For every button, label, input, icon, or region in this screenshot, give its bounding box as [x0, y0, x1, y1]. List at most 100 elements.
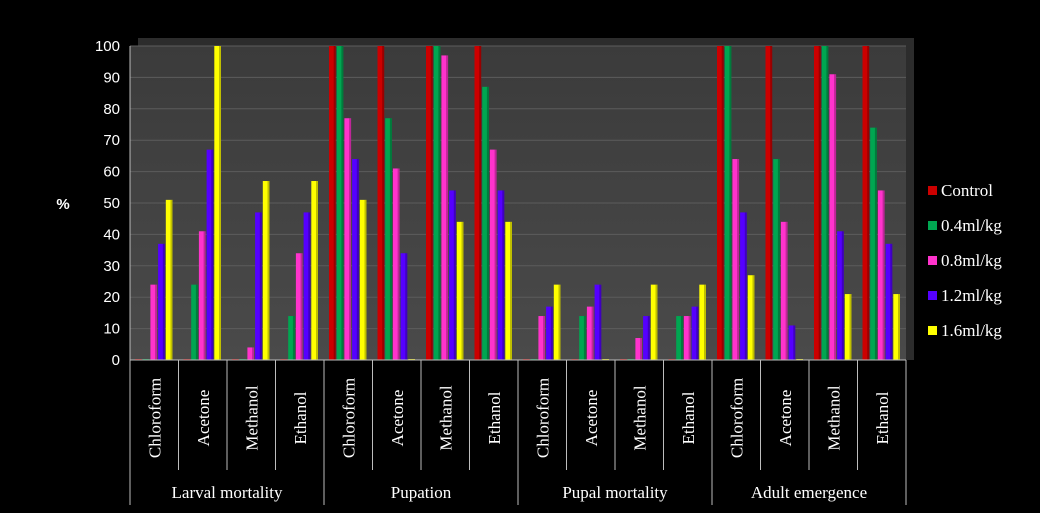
legend-label: 0.8ml/kg — [941, 251, 1002, 270]
bar-shade — [729, 46, 732, 360]
bar — [303, 212, 311, 360]
bar — [344, 118, 352, 360]
x-tick-label: Ethanol — [291, 391, 310, 444]
bar-shade — [308, 212, 311, 360]
bar-shade — [259, 212, 262, 360]
bar — [247, 347, 255, 360]
bar-shade — [382, 46, 385, 360]
bar-shade — [550, 306, 553, 360]
bar-shade — [162, 243, 165, 360]
bar-shade — [818, 46, 821, 360]
bar — [885, 243, 893, 360]
bar-shade — [364, 199, 367, 360]
bar — [359, 199, 367, 360]
x-tick-label: Acetone — [194, 390, 213, 447]
bar-shade — [195, 284, 198, 360]
legend-swatch — [928, 221, 937, 230]
legend-label: 1.2ml/kg — [941, 286, 1002, 305]
bar-shade — [647, 316, 650, 360]
bar-shade — [777, 159, 780, 360]
bar-shade — [583, 316, 586, 360]
bar — [877, 190, 885, 360]
bar-shade — [744, 212, 747, 360]
y-tick-label: 90 — [103, 69, 120, 86]
bar — [295, 253, 303, 360]
bar-shade — [267, 181, 270, 360]
bar-shade — [558, 284, 561, 360]
bar — [158, 243, 165, 360]
x-axis-categories: Chloroform Acetone Methanol Ethanol Chlorofo… — [129, 360, 907, 505]
bar-shade — [898, 294, 900, 360]
bar — [844, 294, 852, 360]
bar — [765, 46, 773, 360]
bar-shade — [341, 46, 344, 360]
x-tick-label: Chloroform — [145, 378, 164, 458]
bar-shade — [655, 284, 658, 360]
legend-swatch — [928, 291, 937, 300]
y-tick-label: 20 — [103, 289, 120, 306]
bar-shade — [599, 284, 602, 360]
bar — [740, 212, 747, 360]
bar — [837, 231, 844, 360]
bar-shade — [333, 46, 336, 360]
legend-swatch — [928, 186, 937, 195]
bar-shade — [696, 306, 699, 360]
bar — [893, 294, 900, 360]
bar — [732, 159, 740, 360]
x-tick-label: Chloroform — [339, 378, 358, 458]
group-label: Adult emergence — [751, 483, 867, 502]
y-tick-label: 30 — [103, 258, 120, 275]
bar-shade — [834, 74, 837, 360]
bar-shade — [211, 149, 214, 360]
bar — [870, 127, 877, 360]
bar-shade — [680, 316, 683, 360]
bar-shade — [155, 284, 158, 360]
bar-shade — [349, 118, 352, 360]
bar — [505, 221, 512, 360]
bar — [497, 190, 505, 360]
y-tick-labels: 0 10 20 30 40 50 60 70 80 90 100 — [95, 38, 120, 369]
bar-shade — [170, 199, 173, 360]
legend-label: 1.6ml/kg — [941, 321, 1002, 340]
y-tick-label: 60 — [103, 164, 120, 181]
group-label: Pupation — [391, 483, 452, 502]
bar — [214, 46, 221, 360]
bar — [198, 231, 206, 360]
bar-shade — [430, 46, 433, 360]
bar-shade — [841, 231, 844, 360]
bar — [650, 284, 658, 360]
bar — [821, 46, 829, 360]
bar-shade — [502, 190, 505, 360]
bar — [635, 338, 643, 360]
bar-shade — [849, 294, 852, 360]
legend-swatch — [928, 326, 937, 335]
y-axis-label: % — [56, 196, 69, 213]
y-tick-label: 100 — [95, 38, 120, 55]
bar — [594, 284, 602, 360]
bar-shade — [300, 253, 303, 360]
bar — [262, 181, 270, 360]
bar-shade — [446, 55, 449, 361]
bar-shade — [543, 316, 546, 360]
bar-shade — [486, 86, 489, 360]
bar-shade — [793, 325, 796, 360]
bar-shade — [752, 275, 755, 360]
bar — [377, 46, 385, 360]
bar — [288, 316, 295, 360]
bar — [433, 46, 441, 360]
bar — [773, 159, 780, 360]
bar — [449, 190, 456, 360]
y-tick-label: 40 — [103, 226, 120, 243]
bar — [441, 55, 449, 361]
bar-shade — [203, 231, 206, 360]
bar-shade — [890, 243, 893, 360]
x-tick-label: Ethanol — [485, 391, 504, 444]
bar — [699, 284, 706, 360]
y-tick-label: 0 — [112, 352, 120, 369]
bar — [311, 181, 318, 360]
x-tick-label: Methanol — [436, 385, 455, 450]
bar-shade — [874, 127, 877, 360]
x-tick-label: Methanol — [242, 385, 261, 450]
bar — [150, 284, 158, 360]
